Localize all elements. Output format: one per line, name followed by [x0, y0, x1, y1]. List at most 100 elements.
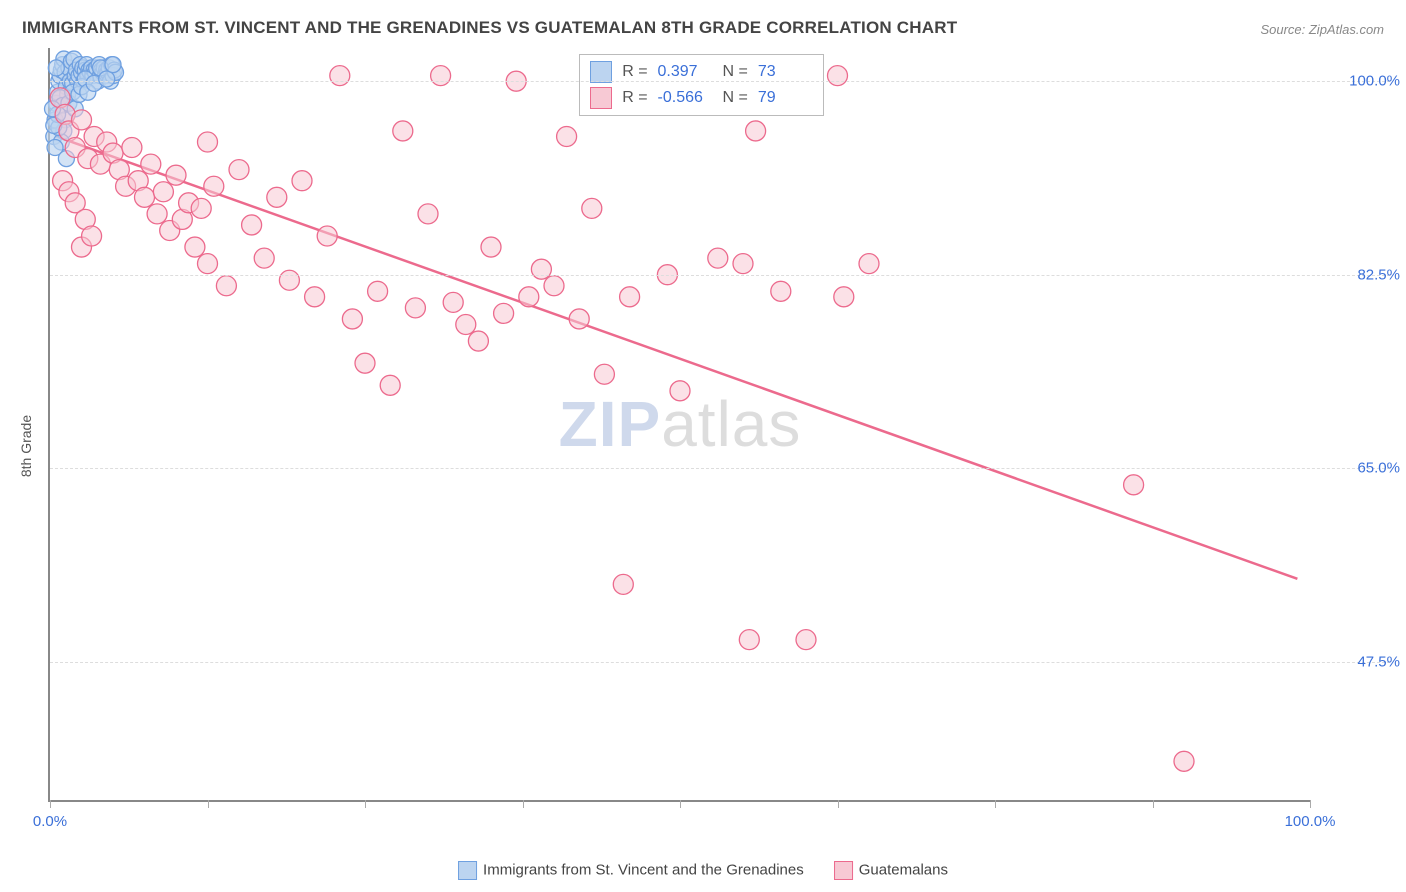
trend-line-guat: [56, 136, 1297, 578]
data-point-guat: [216, 276, 236, 296]
x-tick: [1153, 800, 1154, 808]
legend-item-svg: Immigrants from St. Vincent and the Gren…: [458, 861, 804, 880]
y-axis-label: 8th Grade: [18, 415, 34, 477]
n-label: N =: [723, 89, 748, 107]
n-value: 73: [758, 63, 813, 81]
stat-row-guat: R = -0.566 N = 79: [590, 85, 813, 111]
data-point-guat: [147, 204, 167, 224]
r-label: R =: [622, 63, 647, 81]
data-point-guat: [1124, 475, 1144, 495]
r-value: 0.397: [658, 63, 713, 81]
data-point-svg: [48, 60, 64, 76]
n-value: 79: [758, 89, 813, 107]
data-point-guat: [279, 270, 299, 290]
data-point-guat: [834, 287, 854, 307]
r-label: R =: [622, 89, 647, 107]
data-point-guat: [594, 364, 614, 384]
data-point-guat: [229, 160, 249, 180]
data-point-guat: [135, 187, 155, 207]
x-tick-label: 100.0%: [1285, 813, 1336, 830]
correlation-legend: R = 0.397 N = 73 R = -0.566 N = 79: [579, 54, 824, 116]
x-tick: [1310, 800, 1311, 808]
data-point-guat: [204, 176, 224, 196]
data-point-guat: [828, 66, 848, 86]
data-point-guat: [122, 138, 142, 158]
data-point-guat: [739, 630, 759, 650]
data-point-guat: [708, 248, 728, 268]
data-point-guat: [418, 204, 438, 224]
data-point-guat: [468, 331, 488, 351]
data-point-guat: [355, 353, 375, 373]
data-point-svg: [105, 57, 121, 73]
data-point-guat: [796, 630, 816, 650]
grid-line: [50, 81, 1390, 82]
data-point-guat: [859, 254, 879, 274]
data-point-svg: [99, 71, 115, 87]
data-point-guat: [771, 281, 791, 301]
data-point-guat: [443, 292, 463, 312]
data-point-guat: [569, 309, 589, 329]
x-tick: [995, 800, 996, 808]
legend-item-guat: Guatemalans: [834, 861, 948, 880]
data-point-guat: [72, 110, 92, 130]
data-point-guat: [330, 66, 350, 86]
data-point-guat: [531, 259, 551, 279]
x-tick-label: 0.0%: [33, 813, 67, 830]
data-point-guat: [613, 574, 633, 594]
data-point-guat: [582, 198, 602, 218]
data-point-guat: [267, 187, 287, 207]
chart-svg-layer: [50, 48, 1310, 800]
data-point-guat: [141, 154, 161, 174]
data-point-guat: [198, 132, 218, 152]
data-point-guat: [519, 287, 539, 307]
data-point-guat: [198, 254, 218, 274]
data-point-guat: [405, 298, 425, 318]
y-tick-label: 82.5%: [1320, 266, 1400, 283]
data-point-guat: [342, 309, 362, 329]
chart-plot-area: ZIPatlas R =0.397N =73R =-0.566N =79 47.…: [48, 48, 1310, 802]
data-point-guat: [380, 375, 400, 395]
grid-line: [50, 468, 1390, 469]
data-point-guat: [166, 165, 186, 185]
series-legend: Immigrants from St. Vincent and the Gren…: [458, 861, 948, 880]
grid-line: [50, 662, 1390, 663]
legend-label: Guatemalans: [859, 861, 948, 878]
data-point-guat: [557, 126, 577, 146]
legend-swatch-icon: [834, 861, 853, 880]
x-tick: [365, 800, 366, 808]
source-attribution: Source: ZipAtlas.com: [1260, 22, 1384, 37]
x-tick: [523, 800, 524, 808]
data-point-guat: [305, 287, 325, 307]
data-point-guat: [242, 215, 262, 235]
data-point-guat: [393, 121, 413, 141]
data-point-guat: [191, 198, 211, 218]
data-point-guat: [254, 248, 274, 268]
data-point-guat: [82, 226, 102, 246]
data-point-guat: [153, 182, 173, 202]
x-tick: [680, 800, 681, 808]
x-tick: [838, 800, 839, 808]
r-value: -0.566: [658, 89, 713, 107]
data-point-guat: [431, 66, 451, 86]
y-tick-label: 100.0%: [1320, 73, 1400, 90]
data-point-guat: [456, 314, 476, 334]
data-point-guat: [481, 237, 501, 257]
data-point-guat: [494, 303, 514, 323]
grid-line: [50, 275, 1390, 276]
data-point-guat: [292, 171, 312, 191]
data-point-guat: [1174, 751, 1194, 771]
data-point-guat: [317, 226, 337, 246]
n-label: N =: [723, 63, 748, 81]
x-tick: [50, 800, 51, 808]
data-point-guat: [368, 281, 388, 301]
data-point-guat: [670, 381, 690, 401]
data-point-guat: [620, 287, 640, 307]
legend-swatch-icon: [590, 87, 612, 109]
chart-title: IMMIGRANTS FROM ST. VINCENT AND THE GREN…: [22, 18, 957, 38]
legend-label: Immigrants from St. Vincent and the Gren…: [483, 861, 804, 878]
y-tick-label: 65.0%: [1320, 460, 1400, 477]
data-point-guat: [733, 254, 753, 274]
data-point-guat: [544, 276, 564, 296]
legend-swatch-icon: [590, 61, 612, 83]
legend-swatch-icon: [458, 861, 477, 880]
